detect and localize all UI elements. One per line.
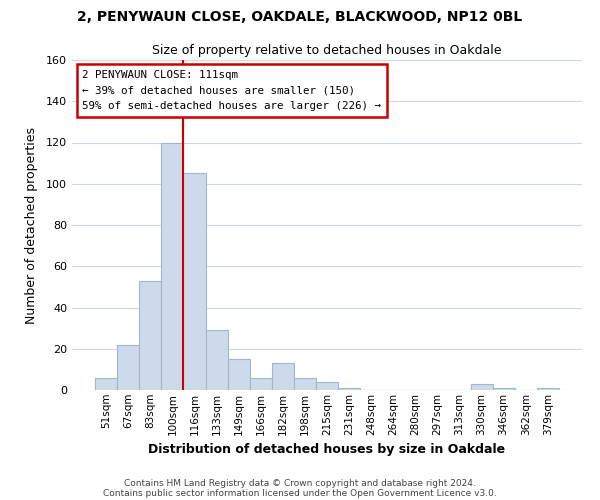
Bar: [537, 388, 559, 390]
Bar: [139, 280, 161, 390]
X-axis label: Distribution of detached houses by size in Oakdale: Distribution of detached houses by size …: [148, 443, 506, 456]
Bar: [227, 359, 250, 390]
Bar: [338, 388, 360, 390]
Text: 2 PENYWAUN CLOSE: 111sqm
← 39% of detached houses are smaller (150)
59% of semi-: 2 PENYWAUN CLOSE: 111sqm ← 39% of detach…: [82, 70, 381, 111]
Bar: [250, 378, 272, 390]
Bar: [95, 378, 117, 390]
Bar: [206, 330, 227, 390]
Bar: [272, 363, 294, 390]
Bar: [161, 142, 184, 390]
Bar: [294, 378, 316, 390]
Y-axis label: Number of detached properties: Number of detached properties: [25, 126, 38, 324]
Text: Contains public sector information licensed under the Open Government Licence v3: Contains public sector information licen…: [103, 489, 497, 498]
Bar: [470, 384, 493, 390]
Text: Contains HM Land Registry data © Crown copyright and database right 2024.: Contains HM Land Registry data © Crown c…: [124, 478, 476, 488]
Text: 2, PENYWAUN CLOSE, OAKDALE, BLACKWOOD, NP12 0BL: 2, PENYWAUN CLOSE, OAKDALE, BLACKWOOD, N…: [77, 10, 523, 24]
Bar: [184, 174, 206, 390]
Bar: [117, 344, 139, 390]
Title: Size of property relative to detached houses in Oakdale: Size of property relative to detached ho…: [152, 44, 502, 58]
Bar: [493, 388, 515, 390]
Bar: [316, 382, 338, 390]
